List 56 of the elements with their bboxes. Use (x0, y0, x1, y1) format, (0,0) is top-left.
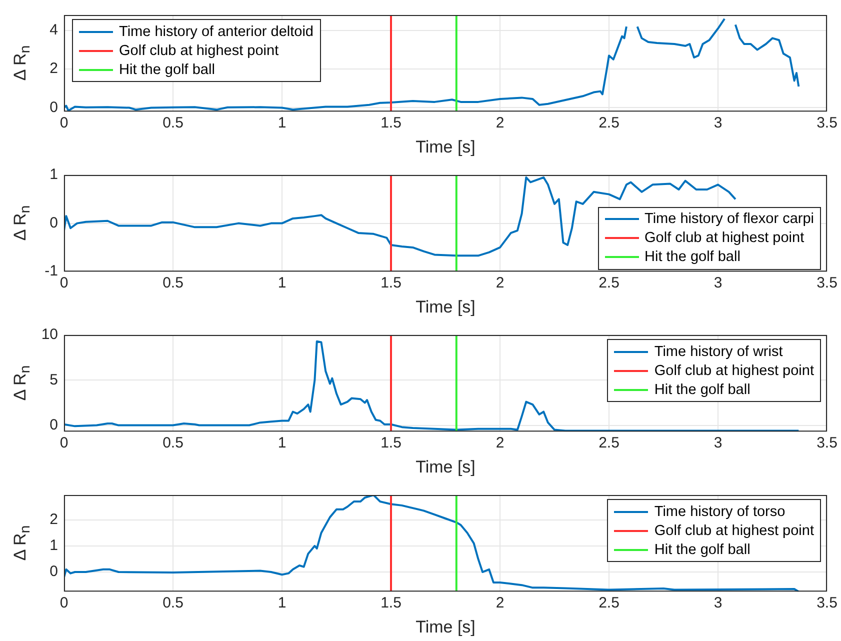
legend-label: Golf club at highest point (654, 362, 814, 378)
x-tick-label: 0.5 (162, 594, 184, 612)
y-tick-label: 1 (50, 166, 58, 184)
y-tick-label: 2 (50, 60, 58, 78)
x-tick-label: 2.5 (598, 434, 620, 452)
y-tick-label: 0 (50, 98, 58, 116)
y-tick-label: 0 (50, 416, 58, 434)
x-tick-label: 1.5 (380, 114, 402, 132)
x-tick-label: 2.5 (598, 594, 620, 612)
legend-label: Golf club at highest point (119, 42, 279, 58)
x-tick-label: 3 (714, 274, 722, 292)
legend-label: Time history of anterior deltoid (119, 24, 314, 40)
legend-label: Time history of torso (654, 504, 786, 520)
x-tick-label: 3 (714, 434, 722, 452)
legend-label: Hit the golf ball (654, 382, 750, 398)
x-tick-label: 2 (496, 434, 504, 452)
y-tick-label: 0 (50, 214, 58, 232)
x-tick-label: 1 (278, 274, 286, 292)
x-tick-label: 0.5 (162, 274, 184, 292)
legend-label: Time history of wrist (654, 344, 783, 360)
legend-label: Golf club at highest point (654, 522, 814, 538)
x-axis-title: Time [s] (416, 457, 476, 476)
x-tick-label: 2.5 (598, 274, 620, 292)
x-axis-title: Time [s] (416, 297, 476, 316)
legend-label: Time history of flexor carpi (644, 211, 814, 228)
y-tick-label: -1 (44, 262, 58, 280)
x-tick-label: 0.5 (162, 114, 184, 132)
legend-label: Hit the golf ball (654, 542, 750, 558)
legend-label: Golf club at highest point (644, 230, 804, 246)
x-tick-label: 3.5 (816, 434, 838, 452)
x-tick-label: 3 (714, 114, 722, 132)
x-tick-label: 1.5 (380, 274, 402, 292)
legend-label: Hit the golf ball (119, 62, 215, 78)
x-tick-label: 1.5 (380, 434, 402, 452)
x-tick-label: 2.5 (598, 114, 620, 132)
y-tick-label: 1 (50, 537, 58, 554)
x-tick-label: 1.5 (380, 594, 402, 612)
x-tick-label: 3.5 (816, 274, 838, 292)
legend-label: Hit the golf ball (644, 249, 740, 266)
y-tick-label: 4 (50, 22, 58, 39)
x-tick-label: 3.5 (816, 114, 838, 132)
x-tick-label: 3.5 (816, 594, 838, 612)
x-tick-label: 2 (496, 274, 504, 292)
x-tick-label: 1 (278, 114, 286, 132)
y-tick-label: 5 (50, 371, 58, 388)
y-tick-label: 0 (50, 563, 58, 580)
x-tick-label: 3 (714, 594, 722, 612)
x-tick-label: 1 (278, 594, 286, 612)
x-axis-title: Time [s] (416, 137, 476, 156)
x-axis-title: Time [s] (416, 617, 476, 636)
x-tick-label: 2 (496, 594, 504, 612)
x-tick-label: 2 (496, 114, 504, 132)
y-tick-label: 10 (41, 326, 58, 344)
x-tick-label: 1 (278, 434, 286, 452)
y-tick-label: 2 (50, 510, 58, 528)
x-tick-label: 0.5 (162, 434, 184, 452)
